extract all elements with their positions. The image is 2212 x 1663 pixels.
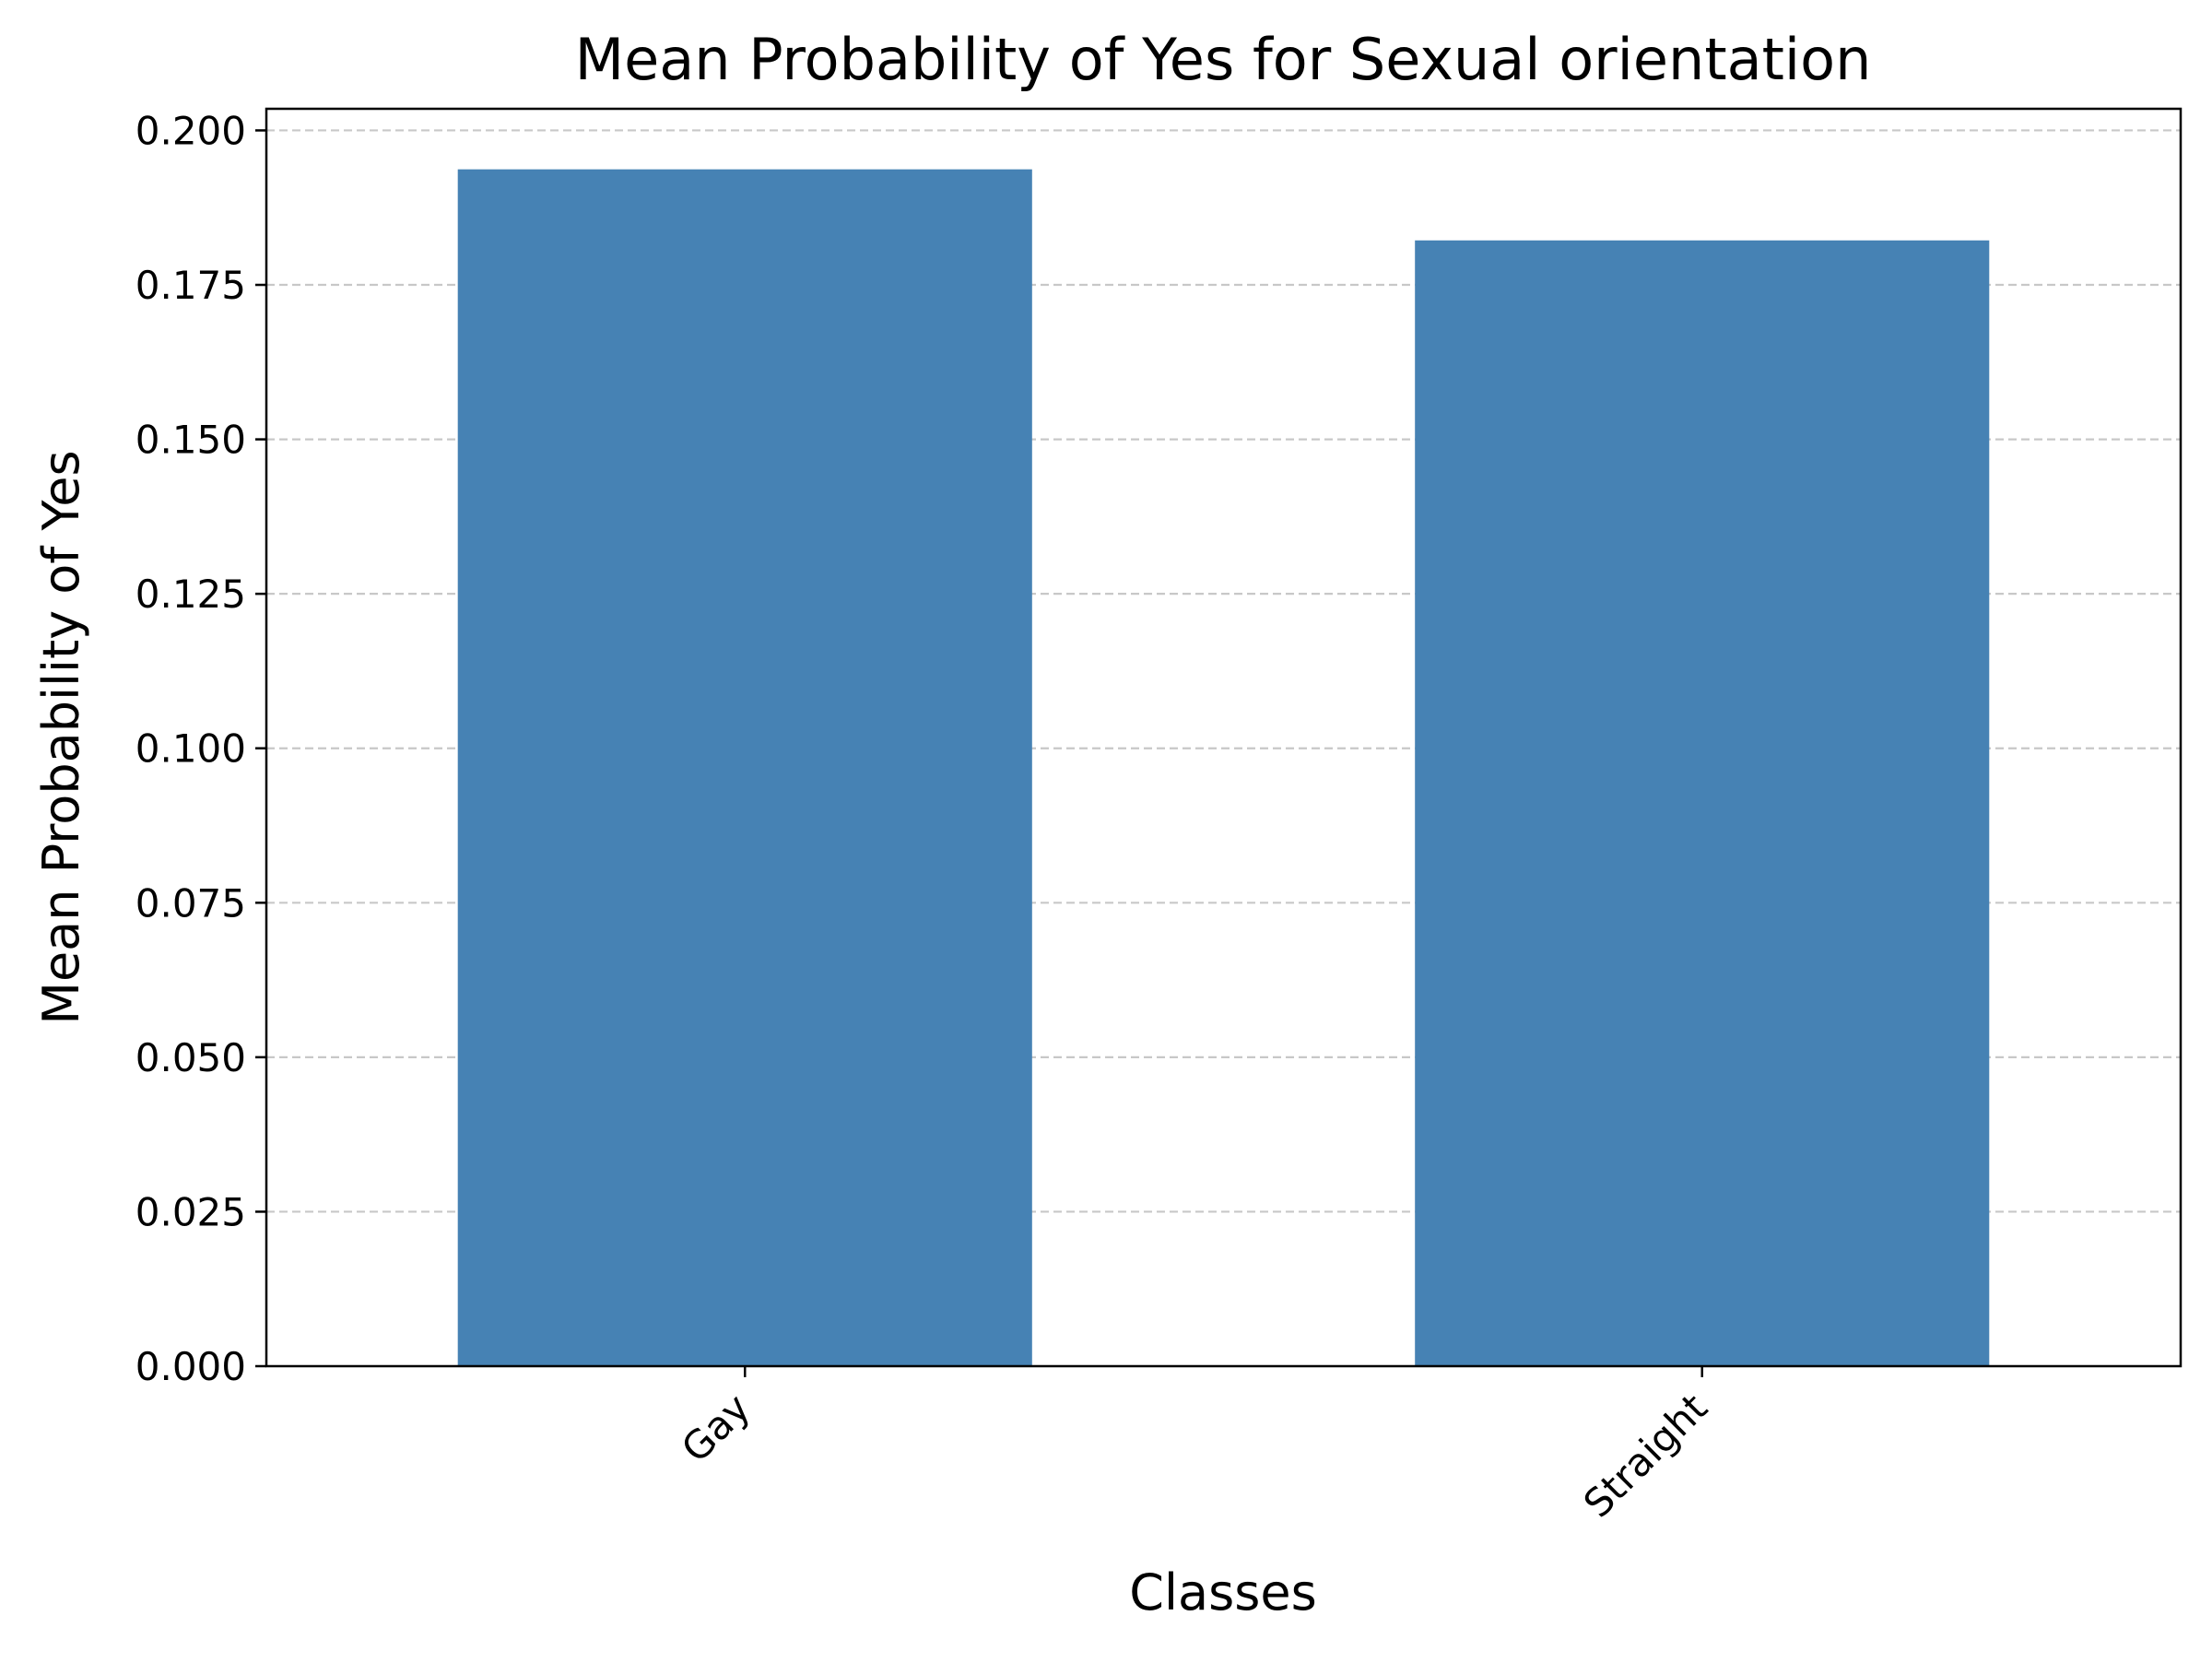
y-axis-label: Mean Probability of Yes: [32, 450, 90, 1024]
bar-straight: [1415, 240, 1990, 1366]
plot-frame: [265, 107, 2183, 1368]
y-tick-label: 0.175: [135, 263, 246, 308]
bar-gay: [457, 169, 1032, 1366]
y-tick-label: 0.000: [135, 1344, 246, 1389]
y-tick-label: 0.050: [135, 1035, 246, 1080]
y-tick-label: 0.100: [135, 726, 246, 772]
y-tick-label: 0.150: [135, 418, 246, 463]
y-tick-label: 0.075: [135, 880, 246, 926]
y-tick-label: 0.125: [135, 572, 246, 617]
y-tick-label: 0.025: [135, 1189, 246, 1234]
y-tick-label: 0.200: [135, 108, 246, 153]
x-axis-label: Classes: [1129, 1563, 1316, 1622]
chart-title: Mean Probability of Yes for Sexual orien…: [575, 26, 1872, 93]
bars: [457, 169, 1990, 1366]
y-axis: 0.000 0.025 0.050 0.075 0.100 0.125 0.150 0.175…: [135, 108, 266, 1389]
